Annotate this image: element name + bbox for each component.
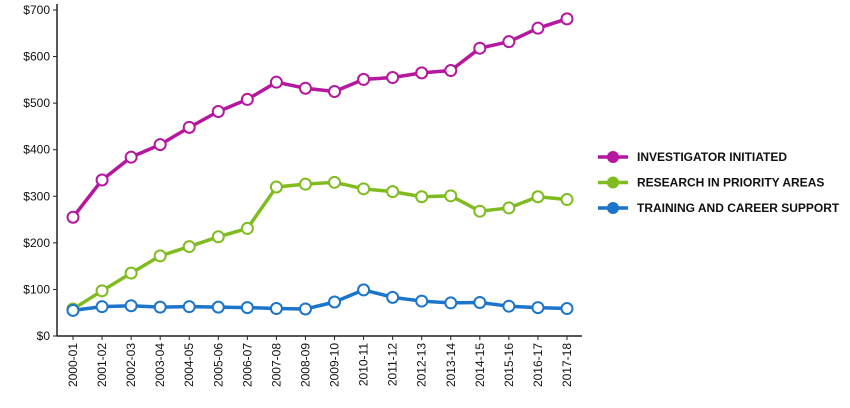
data-point [95,284,109,298]
x-tick-label: 2008-09 [298,343,312,387]
data-point [298,302,312,316]
x-tick-label: 2003-04 [153,343,167,387]
x-tick-label: 2007-08 [269,343,283,387]
legend-marker [607,202,619,214]
data-point [328,175,342,189]
x-tick-label: 2009-10 [328,343,342,387]
data-point [560,12,574,26]
x-tick-label: 2002-03 [124,343,138,387]
x-tick-label: 2004-05 [182,343,196,387]
data-point [240,92,254,106]
data-point [240,301,254,315]
y-tick-label: $700 [23,3,50,17]
data-point [66,303,80,317]
y-tick-label: $600 [23,50,50,64]
x-tick-label: 2005-06 [211,343,225,387]
series-line [72,180,568,311]
data-point [357,182,371,196]
data-point [415,294,429,308]
x-tick-label: 2014-15 [473,343,487,387]
x-tick-label: 2013-14 [444,343,458,387]
data-point [328,295,342,309]
data-point [269,180,283,194]
data-point [182,120,196,134]
x-tick-label: 2015-16 [502,343,516,387]
legend-label: TRAINING AND CAREER SUPPORT [637,201,840,215]
data-point [415,190,429,204]
x-tick-label: 2006-07 [240,343,254,387]
data-point [124,299,138,313]
y-tick-label: $400 [23,143,50,157]
data-point [386,71,400,85]
legend-label: RESEARCH IN PRIORITY AREAS [637,176,824,190]
data-point [298,81,312,95]
data-point [502,299,516,313]
data-point [386,290,400,304]
data-point [502,35,516,49]
data-point [240,221,254,235]
data-point [560,193,574,207]
y-tick-label: $200 [23,236,50,250]
legend-marker [607,176,619,189]
y-tick-label: $100 [23,282,50,296]
data-point [386,185,400,199]
x-tick-label: 2001-02 [95,343,109,387]
data-point [211,105,225,119]
data-point [211,300,225,314]
data-point [444,296,458,310]
y-tick-label: $300 [23,189,50,203]
data-point [153,138,167,152]
data-point [328,85,342,98]
data-point [153,249,167,263]
data-point [415,66,429,80]
data-point [269,302,283,316]
data-point [298,177,312,191]
x-tick-label: 2000-01 [66,343,80,387]
data-point [182,240,196,254]
x-tick-label: 2016-17 [531,343,545,387]
x-tick-label: 2017-18 [560,343,574,387]
data-point [444,189,458,203]
y-tick-label: $0 [37,329,51,343]
series-line [72,288,568,313]
data-point [531,301,545,315]
data-point [66,210,80,224]
data-point [473,295,487,309]
legend-label: INVESTIGATOR INITIATED [637,150,787,164]
data-point [124,266,138,280]
data-point [473,204,487,218]
data-point [182,300,196,314]
data-point [444,64,458,78]
data-point [357,72,371,86]
data-point [531,21,545,35]
data-point [269,75,283,89]
data-point [473,41,487,55]
x-tick-label: 2012-13 [415,343,429,387]
y-tick-label: $500 [23,96,50,110]
data-point [560,302,574,316]
x-tick-label: 2011-12 [386,343,400,386]
data-point [531,190,545,204]
x-tick-label: 2010-11 [357,343,371,386]
data-point [357,283,371,297]
legend-marker [607,151,619,163]
data-point [502,201,516,215]
data-point [95,173,109,187]
series-line [71,17,568,219]
data-point [95,300,109,314]
data-point [124,150,138,164]
data-point [211,230,225,244]
data-point [153,300,167,314]
